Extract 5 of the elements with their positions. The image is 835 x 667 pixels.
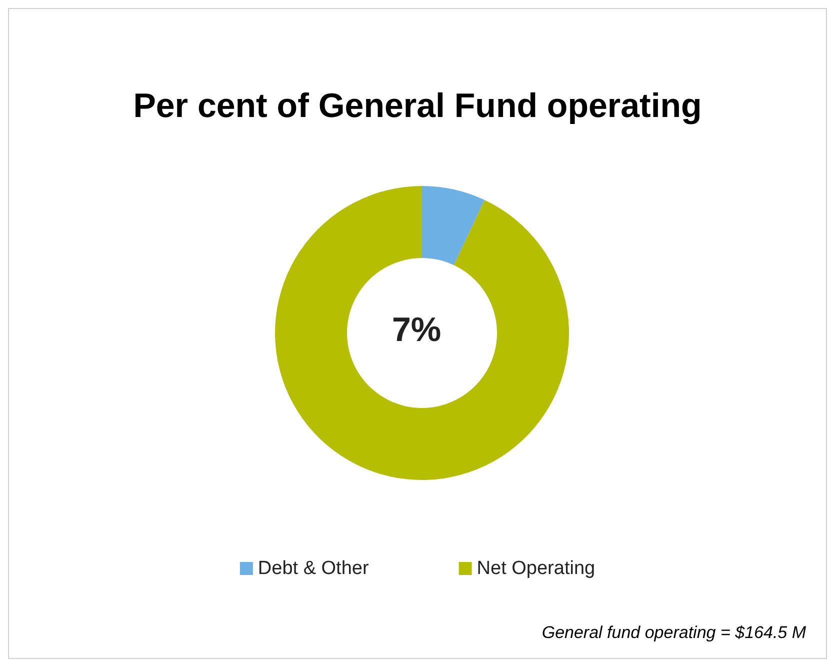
legend-label: Net Operating [476, 558, 596, 579]
chart-title: Per cent of General Fund operating [133, 87, 702, 125]
text: 7% [392, 311, 442, 349]
legend-label: Debt & Other [258, 558, 370, 579]
text: General fund operating = $164.5 M [542, 623, 807, 642]
